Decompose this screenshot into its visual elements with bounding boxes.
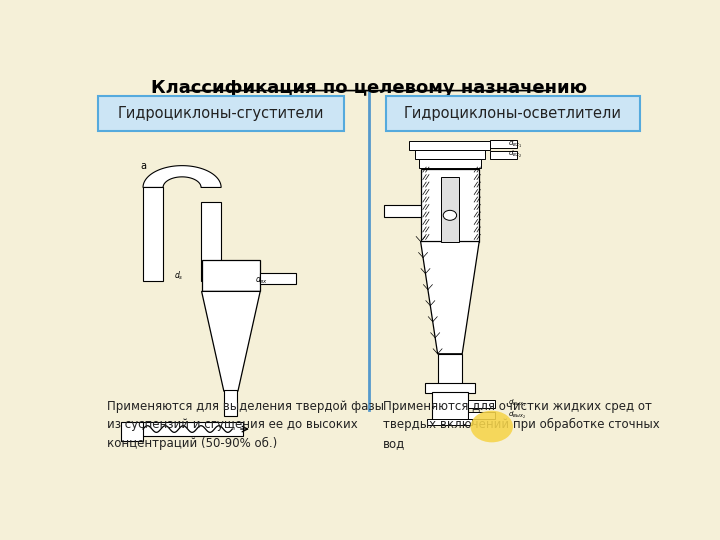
- Text: $d_{вх_2}$: $d_{вх_2}$: [508, 149, 522, 160]
- Text: $d_{вх_1}$: $d_{вх_1}$: [508, 138, 522, 150]
- Text: a: a: [140, 161, 146, 171]
- Bar: [384, 205, 420, 217]
- Text: $d_{вых_1}$: $d_{вых_1}$: [508, 399, 526, 409]
- Text: $d_{вх}$: $d_{вх}$: [255, 273, 268, 286]
- Polygon shape: [202, 292, 260, 391]
- Bar: [425, 383, 474, 393]
- Polygon shape: [143, 166, 221, 187]
- Bar: [410, 141, 490, 150]
- Bar: [432, 393, 468, 422]
- Bar: [490, 151, 517, 159]
- Text: Применяются для очистки жидких сред от
твердых включений при обработке сточных
в: Применяются для очистки жидких сред от т…: [383, 400, 660, 450]
- FancyBboxPatch shape: [99, 96, 344, 131]
- Bar: [202, 260, 260, 292]
- Text: Гидроциклоны-сгустители: Гидроциклоны-сгустители: [118, 106, 325, 122]
- Bar: [138, 422, 243, 436]
- Text: Применяются для выделения твердой фазы
из суспензий и сгущения ее до высоких
кон: Применяются для выделения твердой фазы и…: [107, 400, 384, 450]
- Bar: [260, 273, 297, 284]
- Bar: [201, 202, 221, 281]
- Bar: [490, 140, 517, 148]
- FancyBboxPatch shape: [386, 96, 639, 131]
- Bar: [225, 390, 238, 416]
- Text: Гидроциклоны-осветлители: Гидроциклоны-осветлители: [404, 106, 622, 122]
- Bar: [468, 411, 495, 419]
- Bar: [415, 150, 485, 159]
- Bar: [428, 419, 472, 426]
- Circle shape: [444, 211, 456, 220]
- Bar: [438, 354, 462, 386]
- Bar: [121, 422, 143, 441]
- Circle shape: [471, 411, 513, 442]
- Text: $d_s$: $d_s$: [174, 270, 183, 282]
- Text: $d_{вых_2}$: $d_{вых_2}$: [508, 409, 526, 421]
- Bar: [419, 159, 481, 168]
- Polygon shape: [420, 241, 480, 354]
- Bar: [441, 177, 459, 241]
- Bar: [420, 168, 480, 241]
- Bar: [143, 187, 163, 281]
- Bar: [468, 400, 495, 408]
- Text: Классификация по целевому назначению: Классификация по целевому назначению: [151, 79, 587, 97]
